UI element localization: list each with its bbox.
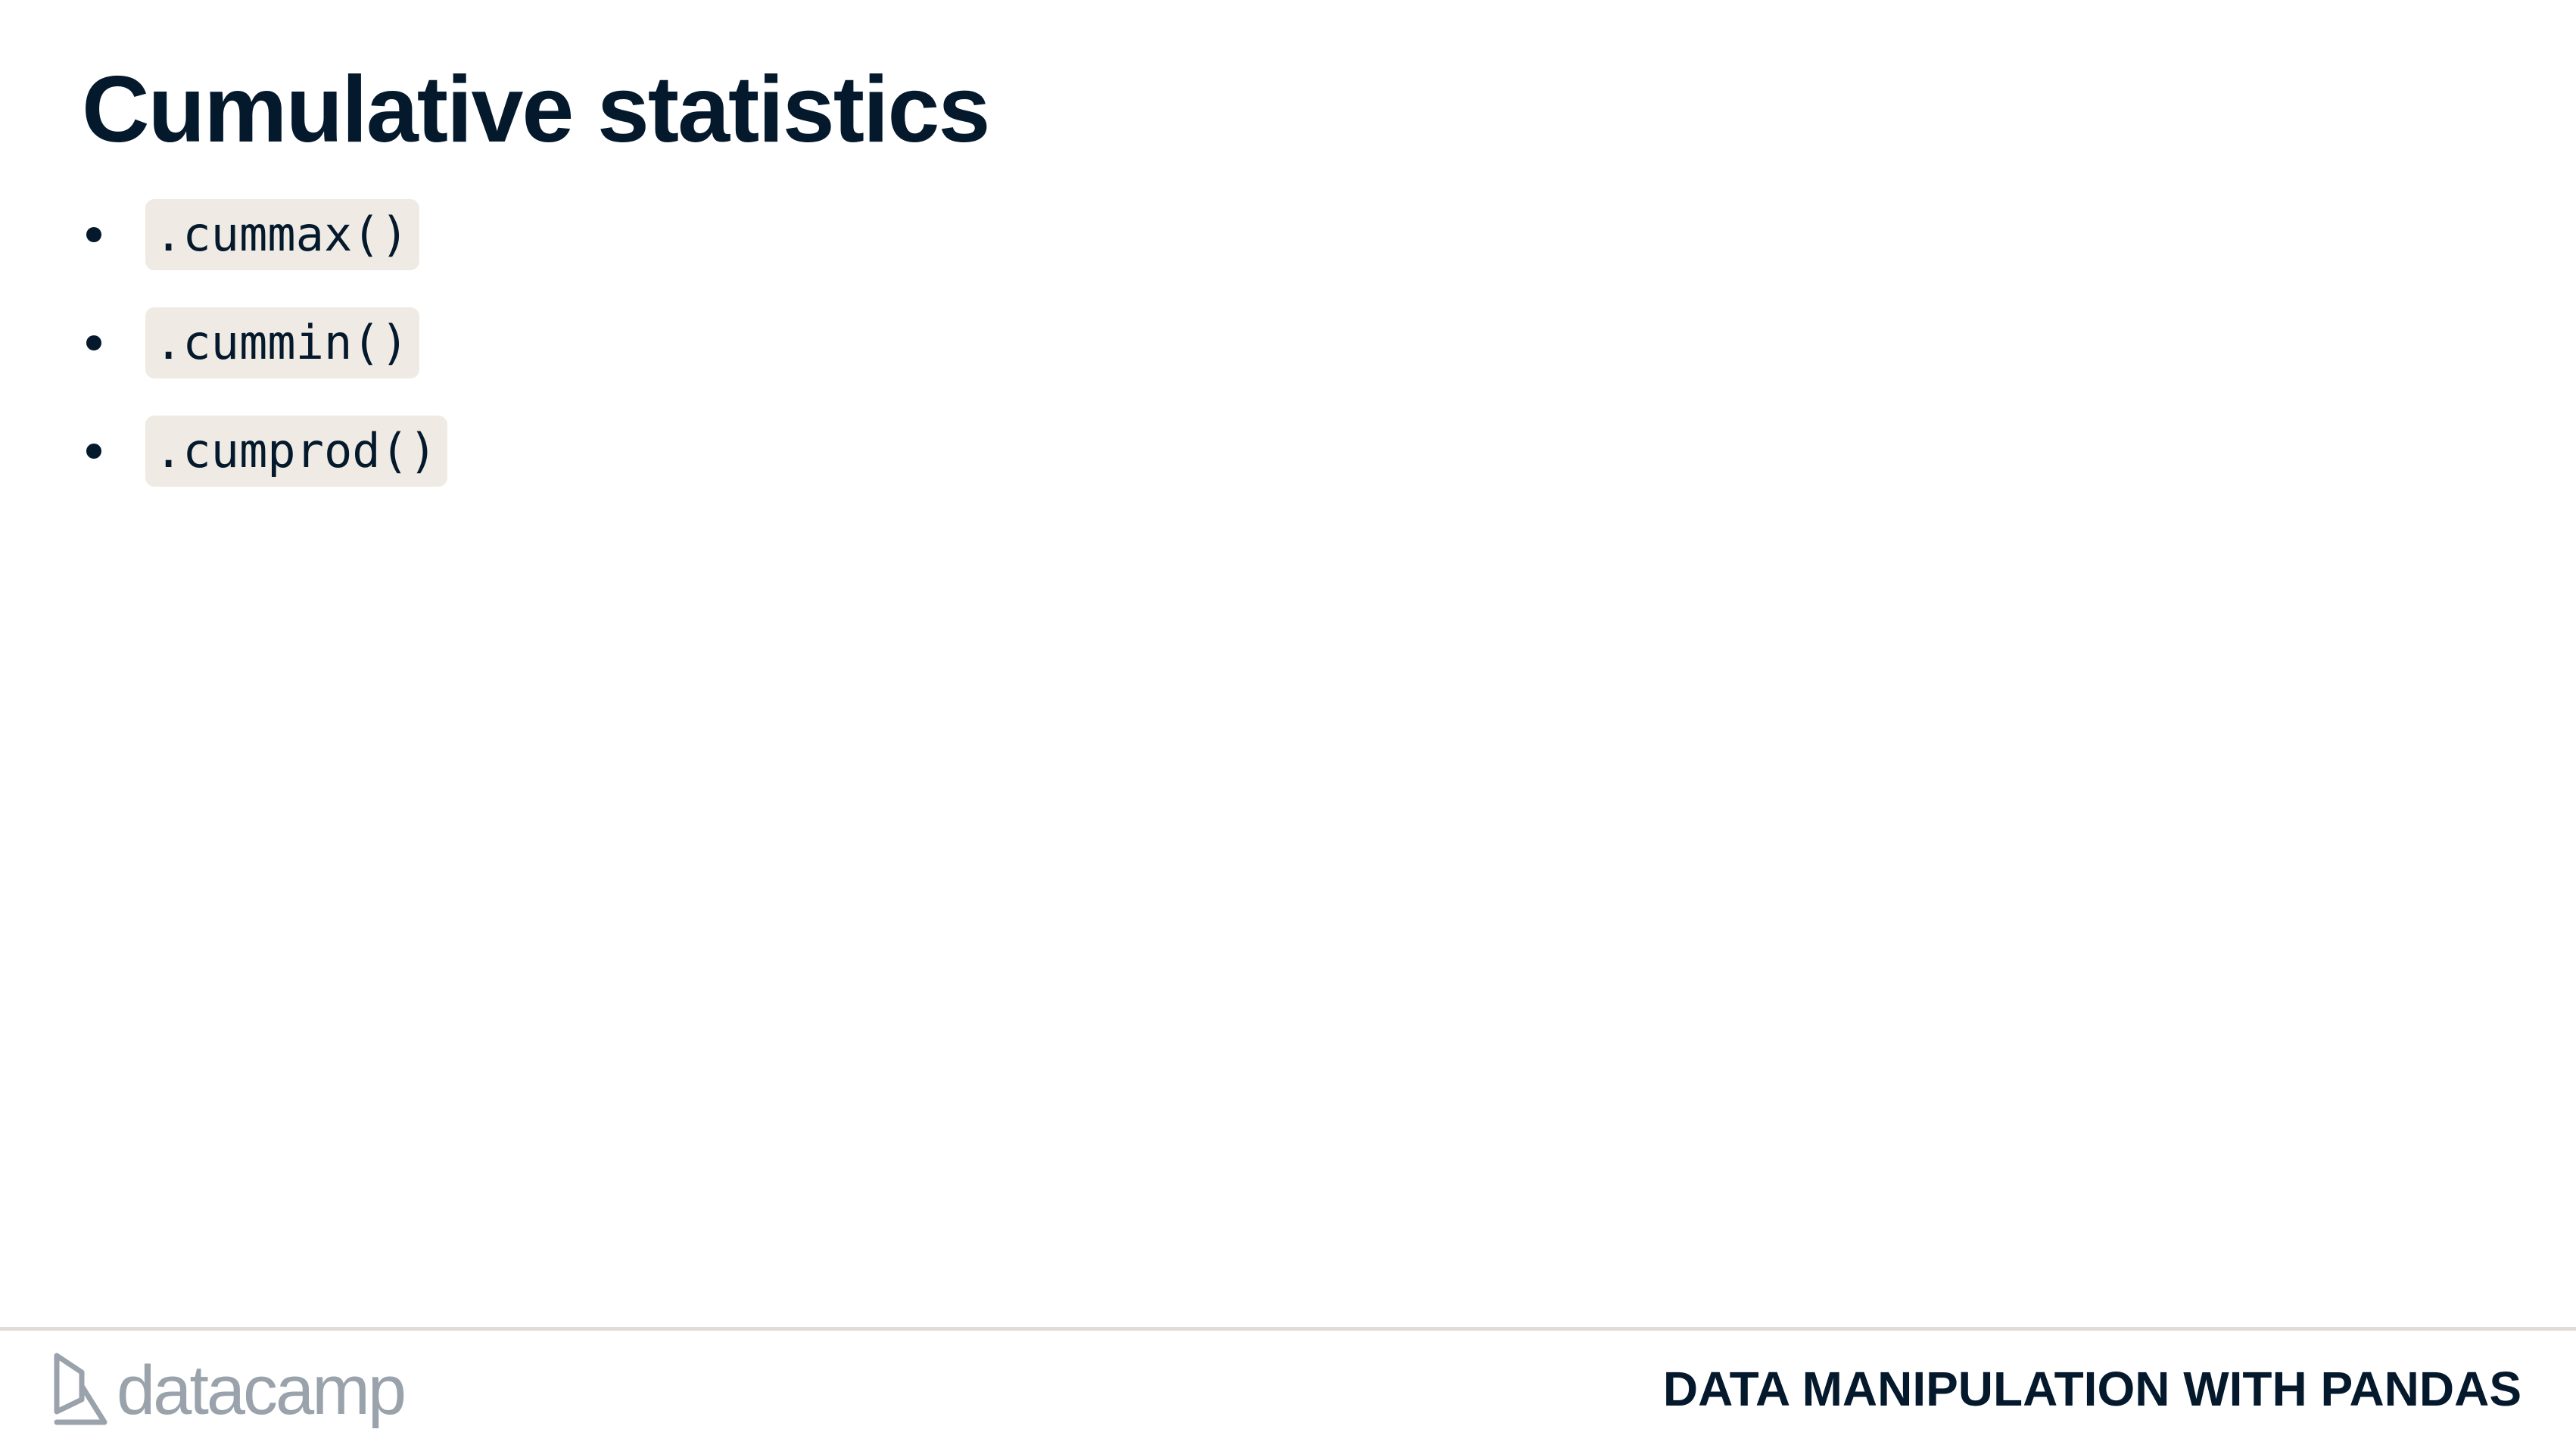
bullet-icon [86,335,101,350]
list-item: .cummin() [82,307,447,379]
bullet-icon [86,444,101,459]
footer-divider [0,1327,2576,1331]
bullet-icon [86,227,101,242]
datacamp-logo: datacamp [53,1349,406,1432]
list-item: .cumprod() [82,415,448,487]
slide-title: Cumulative statistics [82,58,990,162]
datacamp-logo-icon [54,1353,107,1425]
list-item: .cummax() [82,198,447,271]
course-name: DATA MANIPULATION WITH PANDAS [1662,1362,2521,1416]
code-snippet-cummax: .cummax() [145,199,419,270]
code-snippet-cumprod: .cumprod() [145,416,448,487]
bullet-list: .cummax() .cummin() .cumprod() [82,198,448,523]
code-snippet-cummin: .cummin() [145,307,419,378]
logo-text: datacamp [117,1352,406,1429]
